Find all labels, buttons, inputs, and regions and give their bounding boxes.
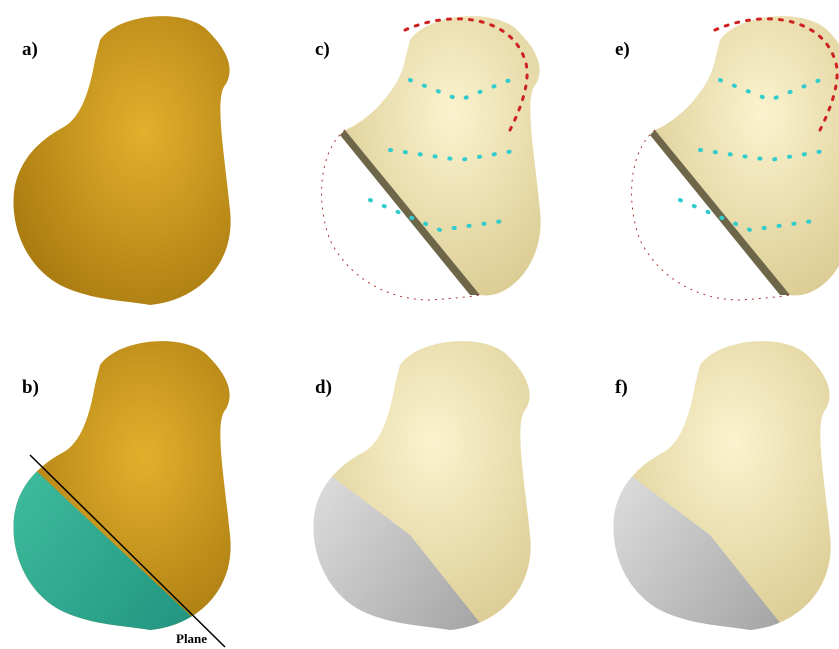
figure: a) b) Plane c) d) e) f) <box>0 0 839 649</box>
panel-e: e) <box>615 16 839 300</box>
panel-a: a) <box>13 16 230 305</box>
panel-b: b) Plane <box>13 341 230 647</box>
panel-d: d) <box>313 341 530 630</box>
panel-label: d) <box>315 377 332 398</box>
panel-label: f) <box>615 377 628 398</box>
panel-f: f) <box>613 341 830 630</box>
panel-label: e) <box>615 39 630 60</box>
plane-label: Plane <box>176 631 207 646</box>
panel-c: c) <box>315 16 541 300</box>
bone-render <box>13 16 230 305</box>
panel-label: a) <box>22 39 38 60</box>
panel-label: c) <box>315 39 330 60</box>
panel-label: b) <box>22 377 39 398</box>
